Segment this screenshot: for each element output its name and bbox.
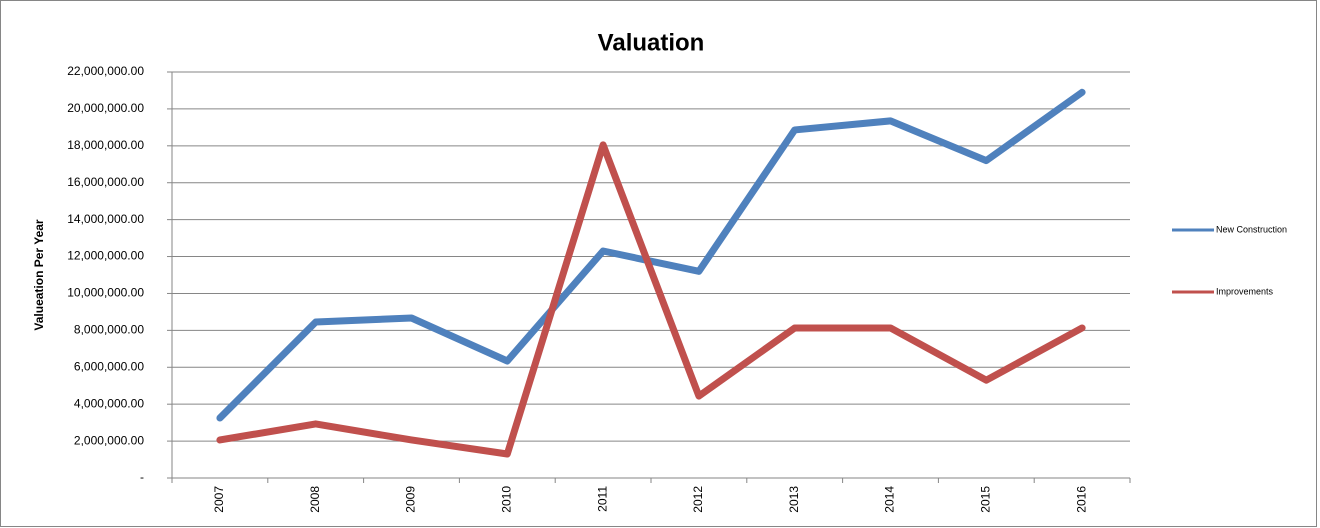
y-tick-label: 20,000,000.00 xyxy=(67,101,144,115)
y-tick-label: 16,000,000.00 xyxy=(67,175,144,189)
legend-label: Improvements xyxy=(1216,286,1274,296)
y-tick-label: 8,000,000.00 xyxy=(74,323,144,337)
y-tick-label: 10,000,000.00 xyxy=(67,286,144,300)
series-line xyxy=(216,141,1086,458)
y-tick-label: 12,000,000.00 xyxy=(67,249,144,263)
x-tick-label: 2011 xyxy=(595,486,609,512)
y-tick-label: 22,000,000.00 xyxy=(67,64,144,78)
x-tick-label: 2015 xyxy=(978,486,992,513)
x-tick-label: 2007 xyxy=(212,486,226,513)
y-tick-label: 14,000,000.00 xyxy=(67,212,144,226)
y-tick-label: 2,000,000.00 xyxy=(74,433,144,447)
y-tick-label: 18,000,000.00 xyxy=(67,138,144,152)
y-tick-label: - xyxy=(140,470,144,484)
chart-title: Valuation xyxy=(598,29,705,56)
x-tick-label: 2009 xyxy=(404,486,418,513)
y-tick-label: 4,000,000.00 xyxy=(74,396,144,410)
x-tick-label: 2012 xyxy=(691,486,705,513)
x-tick-label: 2016 xyxy=(1074,486,1088,513)
x-tick-label: 2008 xyxy=(308,486,322,513)
legend-label: New Construction xyxy=(1216,224,1287,234)
y-tick-label: 6,000,000.00 xyxy=(74,359,144,373)
x-tick-label: 2010 xyxy=(499,486,513,513)
y-axis-title: Valueation Per Year xyxy=(32,219,46,331)
x-tick-label: 2013 xyxy=(787,486,801,513)
x-tick-label: 2014 xyxy=(883,486,897,513)
